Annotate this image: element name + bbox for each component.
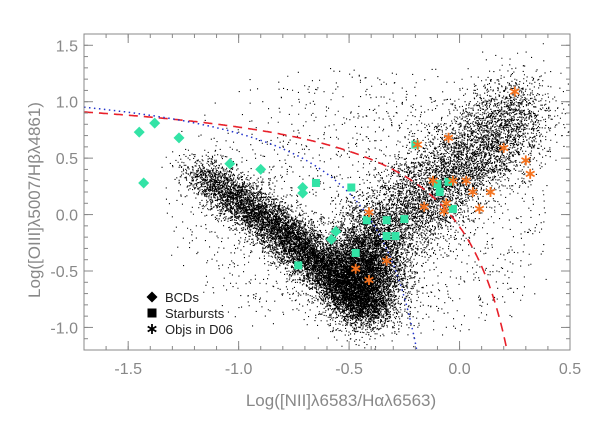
x-tick-label: 0.0	[448, 361, 470, 378]
starburst-point	[391, 232, 400, 241]
starburst-point	[400, 215, 409, 224]
d06-point	[485, 187, 496, 197]
legend-label: Objs in D06	[165, 322, 233, 337]
d06-point	[439, 206, 449, 217]
x-tick-label: -0.5	[335, 361, 363, 378]
legend-label: BCDs	[165, 290, 199, 305]
bcd-point	[325, 233, 337, 245]
plot-frame	[83, 33, 571, 351]
x-tick-label: -1.0	[225, 361, 253, 378]
d06-point	[509, 86, 520, 97]
bcd-point	[149, 117, 161, 129]
starburst-point	[435, 188, 444, 196]
y-axis-label: Log([OIII]λ5007/Hβλ4861)	[25, 102, 44, 298]
bcd-point	[138, 177, 150, 189]
d06-point	[350, 263, 361, 274]
starburst-point	[411, 140, 420, 149]
d06-point	[474, 203, 485, 214]
legend-label: Starbursts	[165, 306, 225, 321]
d06-point	[419, 201, 429, 212]
plot-axes: -1.5 -1.0 -0.5 0.0 0.5 -1.0 -0.5 0.0 0.5 1.0 1.5	[50, 33, 581, 378]
object-markers	[133, 86, 536, 285]
d06-point	[461, 175, 471, 186]
starburst-point	[433, 180, 442, 189]
starburst-point	[347, 183, 356, 192]
bcd-point	[330, 226, 342, 237]
x-axis-label: Log([NII]λ6583/Hαλ6563)	[246, 391, 436, 410]
x-tick-label: -1.5	[114, 361, 142, 378]
d06-point	[364, 275, 374, 285]
starburst-point	[351, 248, 360, 257]
starburst-point	[382, 232, 391, 241]
d06-point	[443, 132, 454, 143]
y-tick-label: 0.0	[56, 208, 78, 225]
galaxy-point-cloud	[161, 43, 570, 350]
d06-point	[364, 207, 374, 218]
bcd-point	[224, 158, 236, 170]
starburst-point	[311, 178, 320, 187]
starburst-point	[444, 177, 453, 186]
y-tick-label: 1.5	[56, 38, 78, 55]
bcd-point	[297, 181, 309, 193]
d06-point	[468, 187, 478, 197]
bcd-point	[133, 126, 145, 138]
legend-square-icon	[147, 308, 157, 318]
cloud-dots	[161, 43, 570, 350]
d06-point	[448, 175, 458, 186]
starburst-point	[448, 204, 457, 213]
starburst-point	[294, 261, 303, 270]
legend-diamond-icon	[146, 291, 158, 303]
starburst-point	[382, 216, 391, 225]
d06-point	[441, 198, 452, 209]
y-tick-label: -1.0	[50, 320, 78, 337]
y-tick-label: 0.5	[56, 151, 78, 168]
bcd-point	[297, 187, 309, 199]
starburst-point	[362, 216, 371, 225]
x-tick-label: 0.5	[559, 361, 581, 378]
d06-point	[381, 255, 392, 266]
d06-point	[498, 143, 509, 153]
d06-point	[412, 139, 423, 150]
y-tick-label: -0.5	[50, 264, 78, 281]
bcd-point	[173, 132, 185, 144]
d06-point	[521, 155, 531, 166]
legend-asterisk-icon	[147, 324, 157, 334]
d06-point	[525, 168, 536, 179]
d06-point	[428, 175, 438, 186]
y-tick-label: 1.0	[56, 95, 78, 112]
bcd-point	[255, 163, 267, 175]
